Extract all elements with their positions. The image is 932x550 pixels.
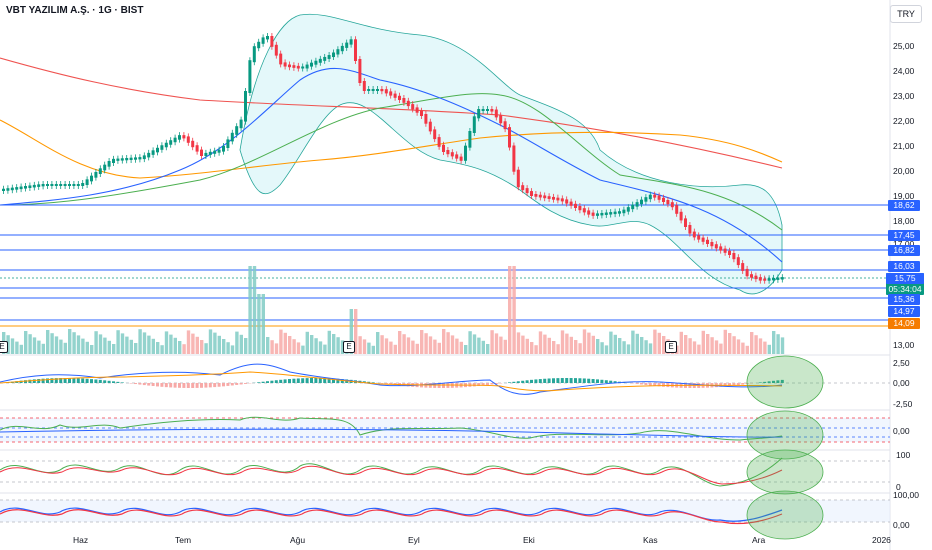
stoch-tick: 100 <box>896 450 911 460</box>
bollinger-band <box>239 13 783 295</box>
macd-pane <box>0 363 890 395</box>
price-tick: 18,00 <box>893 216 915 226</box>
price-tick: 21,00 <box>893 141 915 151</box>
rsi-pane <box>0 416 890 443</box>
price-tick: 24,00 <box>893 66 915 76</box>
price-tag: 13,78 <box>893 330 915 340</box>
price-tag: 16,82 <box>888 245 920 256</box>
stoch-rsi-pane <box>0 499 890 525</box>
price-tick: 17,00 <box>893 239 915 249</box>
ma-red-line <box>0 57 783 169</box>
price-tag: 15,75 <box>886 273 924 284</box>
price-tick: 23,00 <box>893 91 915 101</box>
price-tick: 25,00 <box>893 41 915 51</box>
highlight-ellipses <box>746 355 824 540</box>
time-tick: Kas <box>643 535 658 545</box>
price-tag: 14,09 <box>888 318 920 329</box>
price-tag: 17,45 <box>888 230 920 241</box>
price-tick: 13,00 <box>893 340 915 350</box>
time-tick: Tem <box>175 535 192 545</box>
support-resistance-lines <box>0 204 890 321</box>
price-tick: 20,00 <box>893 166 915 176</box>
ma-green-line <box>0 93 783 231</box>
symbol-title[interactable]: VBT YAZILIM A.Ş. · 1G · BIST <box>6 5 144 16</box>
time-tick: Ara <box>752 535 766 545</box>
ma-blue-line <box>0 67 783 263</box>
price-tag: 18,62 <box>888 200 920 211</box>
price-tick: 22,00 <box>893 116 915 126</box>
stoch-tick: 0 <box>896 482 901 492</box>
stochastic-pane <box>0 457 890 487</box>
volume-bars <box>2 266 785 354</box>
price-tag: 16,03 <box>888 261 920 272</box>
macd-tick: -2,50 <box>893 399 913 409</box>
price-tag: 14,97 <box>888 306 920 317</box>
earnings-marker[interactable]: E <box>665 341 677 353</box>
earnings-marker[interactable]: E <box>343 341 355 353</box>
price-tag: 15,36 <box>888 294 920 305</box>
stochrsi-tick: 100,00 <box>893 490 919 500</box>
macd-tick: 2,50 <box>893 358 910 368</box>
ma-orange-line <box>0 119 783 179</box>
earnings-marker[interactable]: E <box>0 341 8 353</box>
countdown-tag: 05:34:04 <box>888 284 922 294</box>
rsi-tick: 0,00 <box>893 426 910 436</box>
price-tick: 19,00 <box>893 191 915 201</box>
time-tick: 2026 <box>872 535 891 545</box>
time-tick: Haz <box>73 535 89 545</box>
time-tick: Eki <box>523 535 535 545</box>
time-tick: Ağu <box>290 535 306 545</box>
stochrsi-tick: 0,00 <box>893 520 910 530</box>
candlestick-series <box>2 33 784 284</box>
macd-tick: 0,00 <box>893 378 910 388</box>
time-tick: Eyl <box>408 535 420 545</box>
